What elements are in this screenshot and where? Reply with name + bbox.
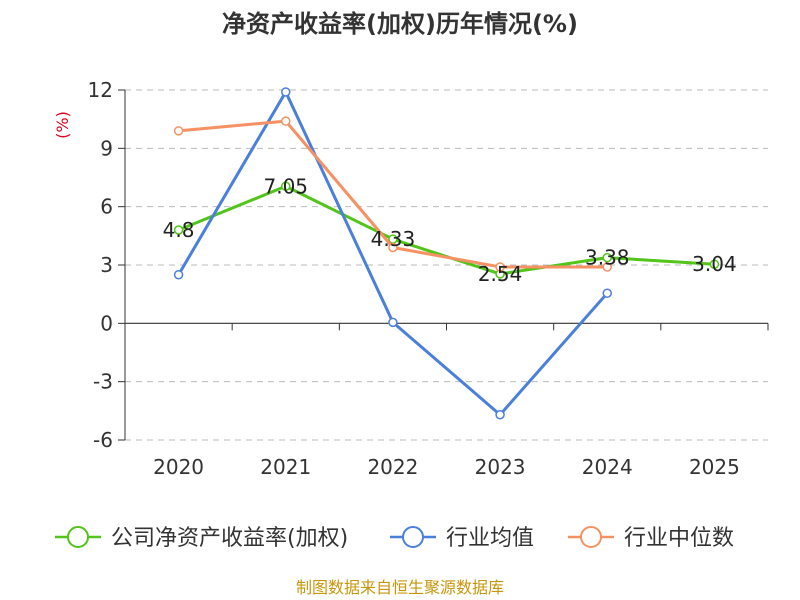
legend-label: 行业均值: [446, 526, 534, 551]
series-0: [173, 181, 720, 279]
legend-item-0[interactable]: 公司净资产收益率(加权): [55, 526, 348, 551]
x-axis: 2020 2021 2022 2023 2024 2025: [124, 322, 769, 479]
x-tick-label: 2025: [689, 455, 740, 479]
data-label: 4.33: [371, 227, 416, 251]
y-axis-unit-label: (%): [53, 111, 72, 139]
y-tick-label: 12: [88, 78, 113, 102]
data-point: [602, 252, 612, 263]
data-point: [388, 317, 398, 328]
data-point: [173, 269, 184, 280]
legend-label: 行业中位数: [624, 526, 734, 551]
data-label: 3.38: [585, 246, 630, 270]
series-line: [178, 184, 715, 276]
data-point: [281, 181, 291, 191]
chart-title: 净资产收益率(加权)历年情况(%): [222, 10, 578, 38]
x-tick-label: 2020: [153, 455, 204, 479]
legend-item-2[interactable]: 行业中位数: [568, 526, 734, 551]
y-tick-label: 3: [100, 253, 113, 277]
series-2: [173, 116, 612, 272]
legend-marker-icon: [67, 526, 89, 548]
data-point: [281, 87, 291, 97]
data-source-note: 制图数据来自恒生聚源数据库: [296, 578, 504, 597]
series-line: [177, 90, 609, 417]
data-label: 3.04: [692, 252, 737, 276]
data-label: 4.8: [163, 218, 195, 242]
y-tick-label: -3: [93, 370, 113, 394]
x-tick-label: 2023: [475, 455, 526, 479]
grid-lines: [125, 89, 768, 441]
legend: 公司净资产收益率(加权) 行业均值 行业中位数: [55, 526, 734, 551]
data-label: 2.54: [478, 262, 523, 286]
data-point: [602, 262, 612, 272]
data-point: [495, 262, 505, 272]
x-tick-label: 2022: [367, 455, 418, 479]
legend-label: 公司净资产收益率(加权): [111, 526, 348, 551]
data-labels: 4.8 7.05 4.33 2.54 3.38 3.04: [163, 174, 737, 286]
data-point: [602, 288, 612, 298]
y-tick-label: 9: [100, 136, 113, 160]
data-point: [388, 242, 398, 253]
y-tick-label: 0: [100, 311, 113, 335]
series-layer: [173, 87, 720, 420]
y-axis: 12 9 6 3 0 -3 -6: [88, 78, 126, 452]
data-label: 7.05: [263, 174, 308, 198]
x-tick-label: 2024: [582, 455, 633, 479]
y-tick-label: 6: [100, 195, 113, 219]
legend-marker-icon: [402, 526, 424, 548]
y-tick-label: -6: [93, 428, 113, 452]
legend-marker-icon: [580, 526, 602, 548]
data-point: [281, 116, 291, 126]
x-tick-label: 2021: [260, 455, 311, 479]
data-point: [173, 126, 184, 136]
data-point: [709, 259, 720, 269]
series-1: [173, 87, 612, 420]
data-point: [495, 409, 505, 420]
data-point: [173, 225, 184, 235]
legend-item-1[interactable]: 行业均值: [390, 526, 534, 551]
